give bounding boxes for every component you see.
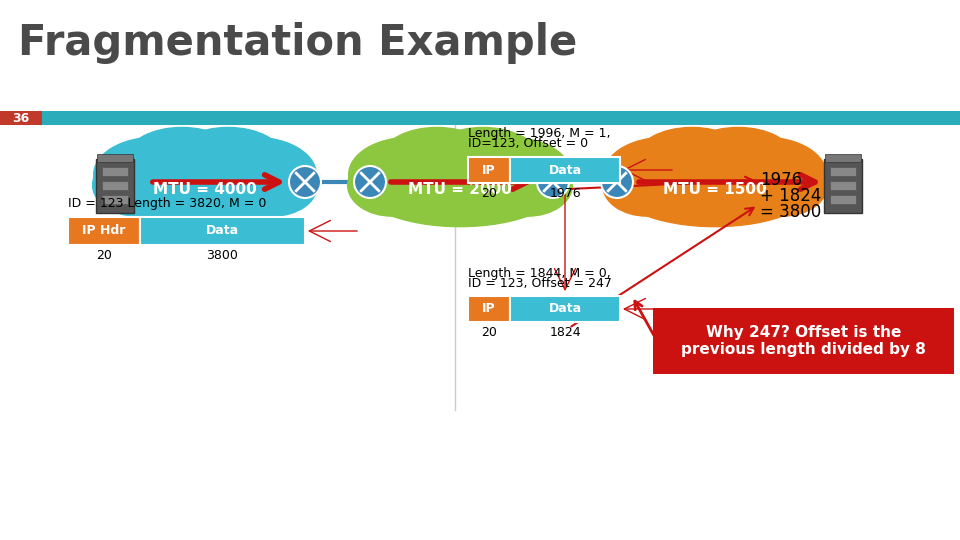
Circle shape — [537, 166, 569, 198]
Text: IP: IP — [482, 302, 495, 315]
Ellipse shape — [100, 137, 310, 227]
Ellipse shape — [484, 154, 572, 216]
Ellipse shape — [93, 154, 180, 216]
FancyBboxPatch shape — [0, 111, 42, 125]
FancyBboxPatch shape — [830, 167, 856, 176]
FancyBboxPatch shape — [68, 217, 140, 245]
FancyBboxPatch shape — [97, 154, 133, 162]
FancyBboxPatch shape — [0, 111, 960, 125]
Text: ID = 123 Length = 3820, M = 0: ID = 123 Length = 3820, M = 0 — [68, 197, 266, 210]
Text: MTU = 2000: MTU = 2000 — [408, 183, 512, 198]
FancyBboxPatch shape — [102, 195, 128, 204]
Ellipse shape — [610, 137, 820, 227]
Text: 1976: 1976 — [760, 171, 803, 189]
Circle shape — [601, 166, 633, 198]
Circle shape — [289, 166, 321, 198]
Text: IP: IP — [482, 164, 495, 177]
Ellipse shape — [684, 127, 793, 187]
Text: 36: 36 — [12, 111, 30, 125]
FancyBboxPatch shape — [653, 308, 954, 374]
FancyBboxPatch shape — [102, 167, 128, 176]
Ellipse shape — [195, 137, 316, 212]
FancyBboxPatch shape — [96, 159, 134, 213]
Text: Data: Data — [548, 164, 582, 177]
Ellipse shape — [603, 154, 691, 216]
Text: 20: 20 — [481, 326, 497, 339]
Text: Why 247? Offset is the
previous length divided by 8: Why 247? Offset is the previous length d… — [681, 325, 926, 357]
Ellipse shape — [739, 154, 828, 216]
FancyBboxPatch shape — [468, 157, 510, 183]
Ellipse shape — [449, 137, 571, 212]
Text: Data: Data — [206, 225, 239, 238]
FancyBboxPatch shape — [830, 181, 856, 190]
Text: 3800: 3800 — [206, 249, 238, 262]
FancyBboxPatch shape — [824, 159, 862, 213]
Ellipse shape — [133, 151, 276, 223]
Ellipse shape — [604, 137, 726, 212]
FancyBboxPatch shape — [510, 157, 620, 183]
Ellipse shape — [705, 137, 827, 212]
Text: Length = 1844, M = 0,: Length = 1844, M = 0, — [468, 267, 611, 280]
Text: Length = 1996, M = 1,: Length = 1996, M = 1, — [468, 127, 611, 140]
Text: Data: Data — [548, 302, 582, 315]
Ellipse shape — [428, 127, 538, 187]
FancyBboxPatch shape — [140, 217, 305, 245]
Ellipse shape — [643, 151, 786, 223]
FancyBboxPatch shape — [510, 296, 620, 322]
Ellipse shape — [637, 127, 747, 187]
Text: IP Hdr: IP Hdr — [83, 225, 126, 238]
Ellipse shape — [355, 137, 565, 227]
Text: Fragmentation Example: Fragmentation Example — [18, 22, 577, 64]
FancyBboxPatch shape — [830, 195, 856, 204]
Text: 1824: 1824 — [549, 326, 581, 339]
Text: ID = 123, Offset = 247: ID = 123, Offset = 247 — [468, 277, 612, 290]
Text: 20: 20 — [96, 249, 112, 262]
Ellipse shape — [389, 151, 532, 223]
FancyBboxPatch shape — [825, 154, 861, 162]
FancyBboxPatch shape — [468, 296, 510, 322]
Ellipse shape — [94, 137, 215, 212]
Text: = 3800: = 3800 — [760, 203, 821, 221]
Ellipse shape — [128, 127, 236, 187]
Circle shape — [354, 166, 386, 198]
Text: MTU = 1500: MTU = 1500 — [663, 183, 767, 198]
Text: 20: 20 — [481, 187, 497, 200]
Text: 1976: 1976 — [549, 187, 581, 200]
Text: ID=123, Offset = 0: ID=123, Offset = 0 — [468, 137, 588, 150]
Ellipse shape — [229, 154, 318, 216]
Ellipse shape — [174, 127, 282, 187]
FancyBboxPatch shape — [102, 181, 128, 190]
Ellipse shape — [348, 137, 470, 212]
Text: + 1824: + 1824 — [760, 187, 822, 205]
Text: MTU = 4000: MTU = 4000 — [154, 183, 257, 198]
Ellipse shape — [382, 127, 492, 187]
Ellipse shape — [348, 154, 436, 216]
